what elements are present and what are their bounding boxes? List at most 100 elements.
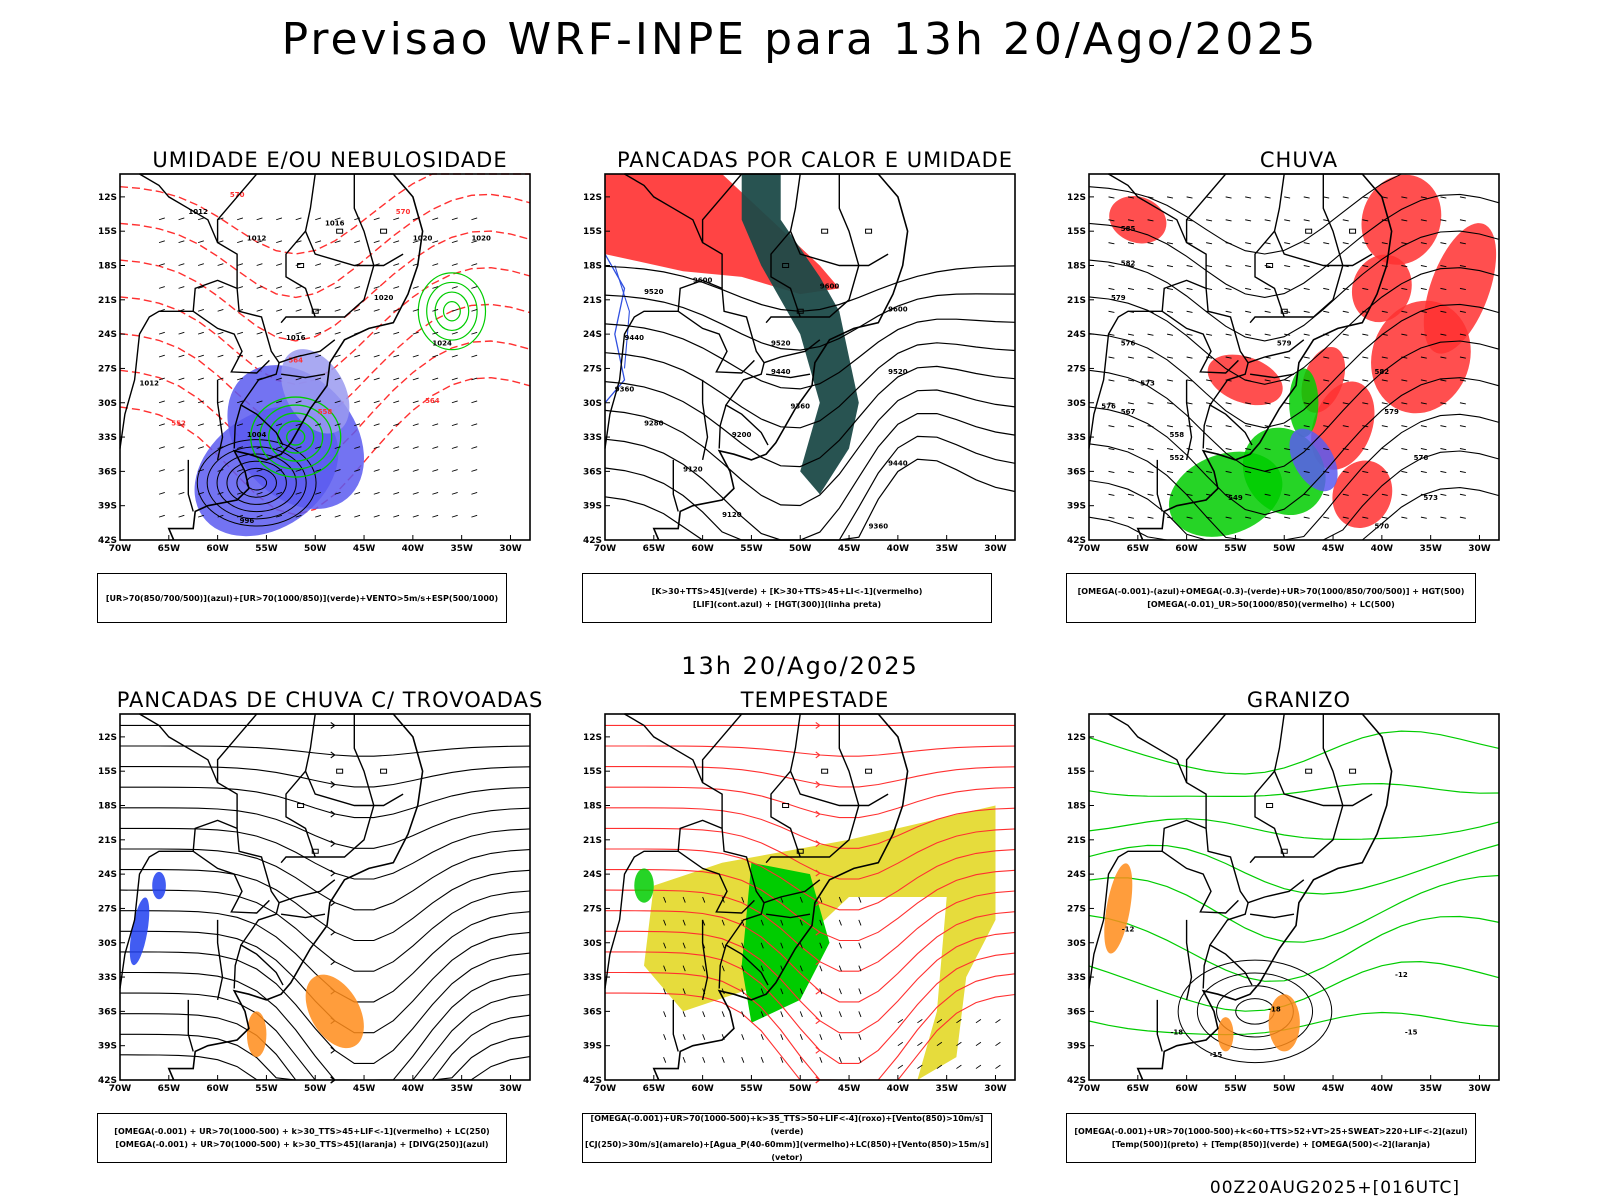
lat-tick-label: 12S bbox=[1067, 733, 1086, 743]
wind-vector bbox=[295, 309, 302, 312]
wind-vector bbox=[1284, 265, 1291, 268]
map-base: -12 -12 -15 -18 -15 -18 bbox=[1088, 714, 1500, 1080]
wind-vector bbox=[1420, 333, 1427, 336]
wind-vector bbox=[897, 1064, 904, 1069]
country-border bbox=[1108, 173, 1188, 243]
wind-vector bbox=[412, 423, 419, 427]
lat-tick-label: 39S bbox=[98, 1042, 117, 1052]
lat-tick-label: 24S bbox=[98, 330, 117, 340]
country-border bbox=[789, 173, 889, 267]
wind-vector bbox=[1127, 425, 1135, 428]
wind-vector bbox=[917, 1064, 923, 1069]
wind-vector bbox=[1401, 448, 1408, 451]
contour-label: 567 bbox=[1121, 408, 1136, 416]
wind-vector bbox=[237, 423, 244, 427]
streamline-arrow bbox=[815, 810, 821, 818]
wind-vector bbox=[1323, 402, 1330, 405]
wind-vector bbox=[354, 514, 361, 518]
hgt300-contour bbox=[604, 413, 1016, 541]
wind-vector bbox=[1440, 379, 1447, 382]
wind-vector bbox=[1323, 470, 1330, 474]
wind-vector bbox=[1167, 265, 1174, 268]
lon-tick-label: 65W bbox=[158, 544, 181, 554]
lon-tick-label: 30W bbox=[1468, 544, 1491, 554]
wind-vector bbox=[1264, 402, 1271, 405]
wind-vector bbox=[1342, 310, 1349, 313]
lat-tick-label: 24S bbox=[1067, 870, 1086, 880]
wind-vector bbox=[197, 240, 204, 244]
lon-tick-label: 60W bbox=[1175, 544, 1198, 554]
wind-vector bbox=[1362, 196, 1369, 199]
wind-vector bbox=[373, 309, 380, 312]
contour-label: 9440 bbox=[625, 334, 645, 342]
lon-tick-label: 55W bbox=[255, 1084, 278, 1094]
wind-vector bbox=[393, 217, 400, 221]
wind-vector bbox=[295, 377, 302, 381]
streamline bbox=[605, 869, 1016, 942]
contour-label: 549 bbox=[1228, 494, 1243, 502]
wind-vector bbox=[1225, 425, 1232, 428]
wind-vector bbox=[1342, 356, 1349, 359]
lat-tick-label: 24S bbox=[1067, 330, 1086, 340]
country-border bbox=[285, 230, 316, 318]
wind-vector bbox=[1440, 516, 1447, 519]
map-frame bbox=[119, 713, 531, 1081]
lon-tick-label: 60W bbox=[691, 544, 714, 554]
streamline-arrow bbox=[330, 928, 336, 936]
lon-tick-label: 60W bbox=[1175, 1084, 1198, 1094]
blue-divergence-area bbox=[152, 871, 166, 900]
wind-vector bbox=[451, 514, 458, 518]
wind-vector bbox=[1167, 242, 1174, 245]
wind-vector bbox=[1362, 493, 1369, 496]
wind-vector bbox=[1342, 402, 1349, 405]
wind-vector bbox=[471, 469, 478, 472]
lat-tick-label: 36S bbox=[583, 467, 602, 477]
wind-vector bbox=[1108, 310, 1115, 313]
panel-tempestade: TEMPESTADE 12S 15S 18S 21S 24S 27S 30S 33S 36S 39… bbox=[580, 688, 1050, 1178]
wind-vector bbox=[354, 492, 361, 495]
wind-vector bbox=[1303, 287, 1310, 291]
contour-label: 9440 bbox=[771, 368, 791, 376]
wind-vector bbox=[1420, 310, 1427, 313]
wind-vector bbox=[1440, 265, 1447, 268]
lat-tick-label: 24S bbox=[583, 870, 602, 880]
wind-vector bbox=[1206, 516, 1213, 519]
wind-vector bbox=[334, 492, 341, 495]
wind-vector bbox=[1323, 516, 1330, 519]
wind-vector bbox=[1264, 448, 1271, 451]
country-border bbox=[1161, 279, 1239, 374]
panel-title: CHUVA bbox=[1259, 148, 1339, 172]
wind-vector bbox=[315, 400, 322, 404]
wind-vector bbox=[1225, 310, 1232, 313]
lat-tick-label: 18S bbox=[583, 802, 602, 812]
wind-vector bbox=[1206, 379, 1213, 382]
streamline-arrow bbox=[330, 781, 336, 788]
wind-vector bbox=[1245, 333, 1252, 336]
wind-vector bbox=[412, 377, 419, 381]
wind-vector bbox=[354, 240, 361, 244]
wind-vector bbox=[1245, 219, 1252, 222]
wind-vector bbox=[819, 1056, 823, 1063]
country-border bbox=[1254, 230, 1285, 318]
lat-tick-label: 33S bbox=[1067, 433, 1086, 443]
wind-vector bbox=[256, 240, 263, 244]
wind-vector bbox=[295, 423, 302, 427]
lon-tick-label: 45W bbox=[353, 1084, 376, 1094]
wind-vector bbox=[1108, 379, 1115, 382]
wind-vector bbox=[1362, 448, 1369, 451]
wind-vector bbox=[1459, 379, 1466, 382]
country-border bbox=[770, 230, 801, 318]
mid-title: 13h 20/Ago/2025 bbox=[681, 652, 919, 680]
wind-vector bbox=[451, 400, 458, 404]
contour-label: 558 bbox=[1170, 431, 1185, 439]
wind-vector bbox=[682, 896, 686, 903]
wind-vector bbox=[1127, 493, 1135, 496]
wind-vector bbox=[393, 514, 400, 518]
wind-vector bbox=[741, 1034, 745, 1041]
contour-label: 585 bbox=[1121, 225, 1136, 233]
lake-marker bbox=[1280, 308, 1288, 314]
wind-vector bbox=[663, 1056, 667, 1063]
wind-vector bbox=[682, 1034, 686, 1041]
wind-vector bbox=[1342, 516, 1349, 519]
